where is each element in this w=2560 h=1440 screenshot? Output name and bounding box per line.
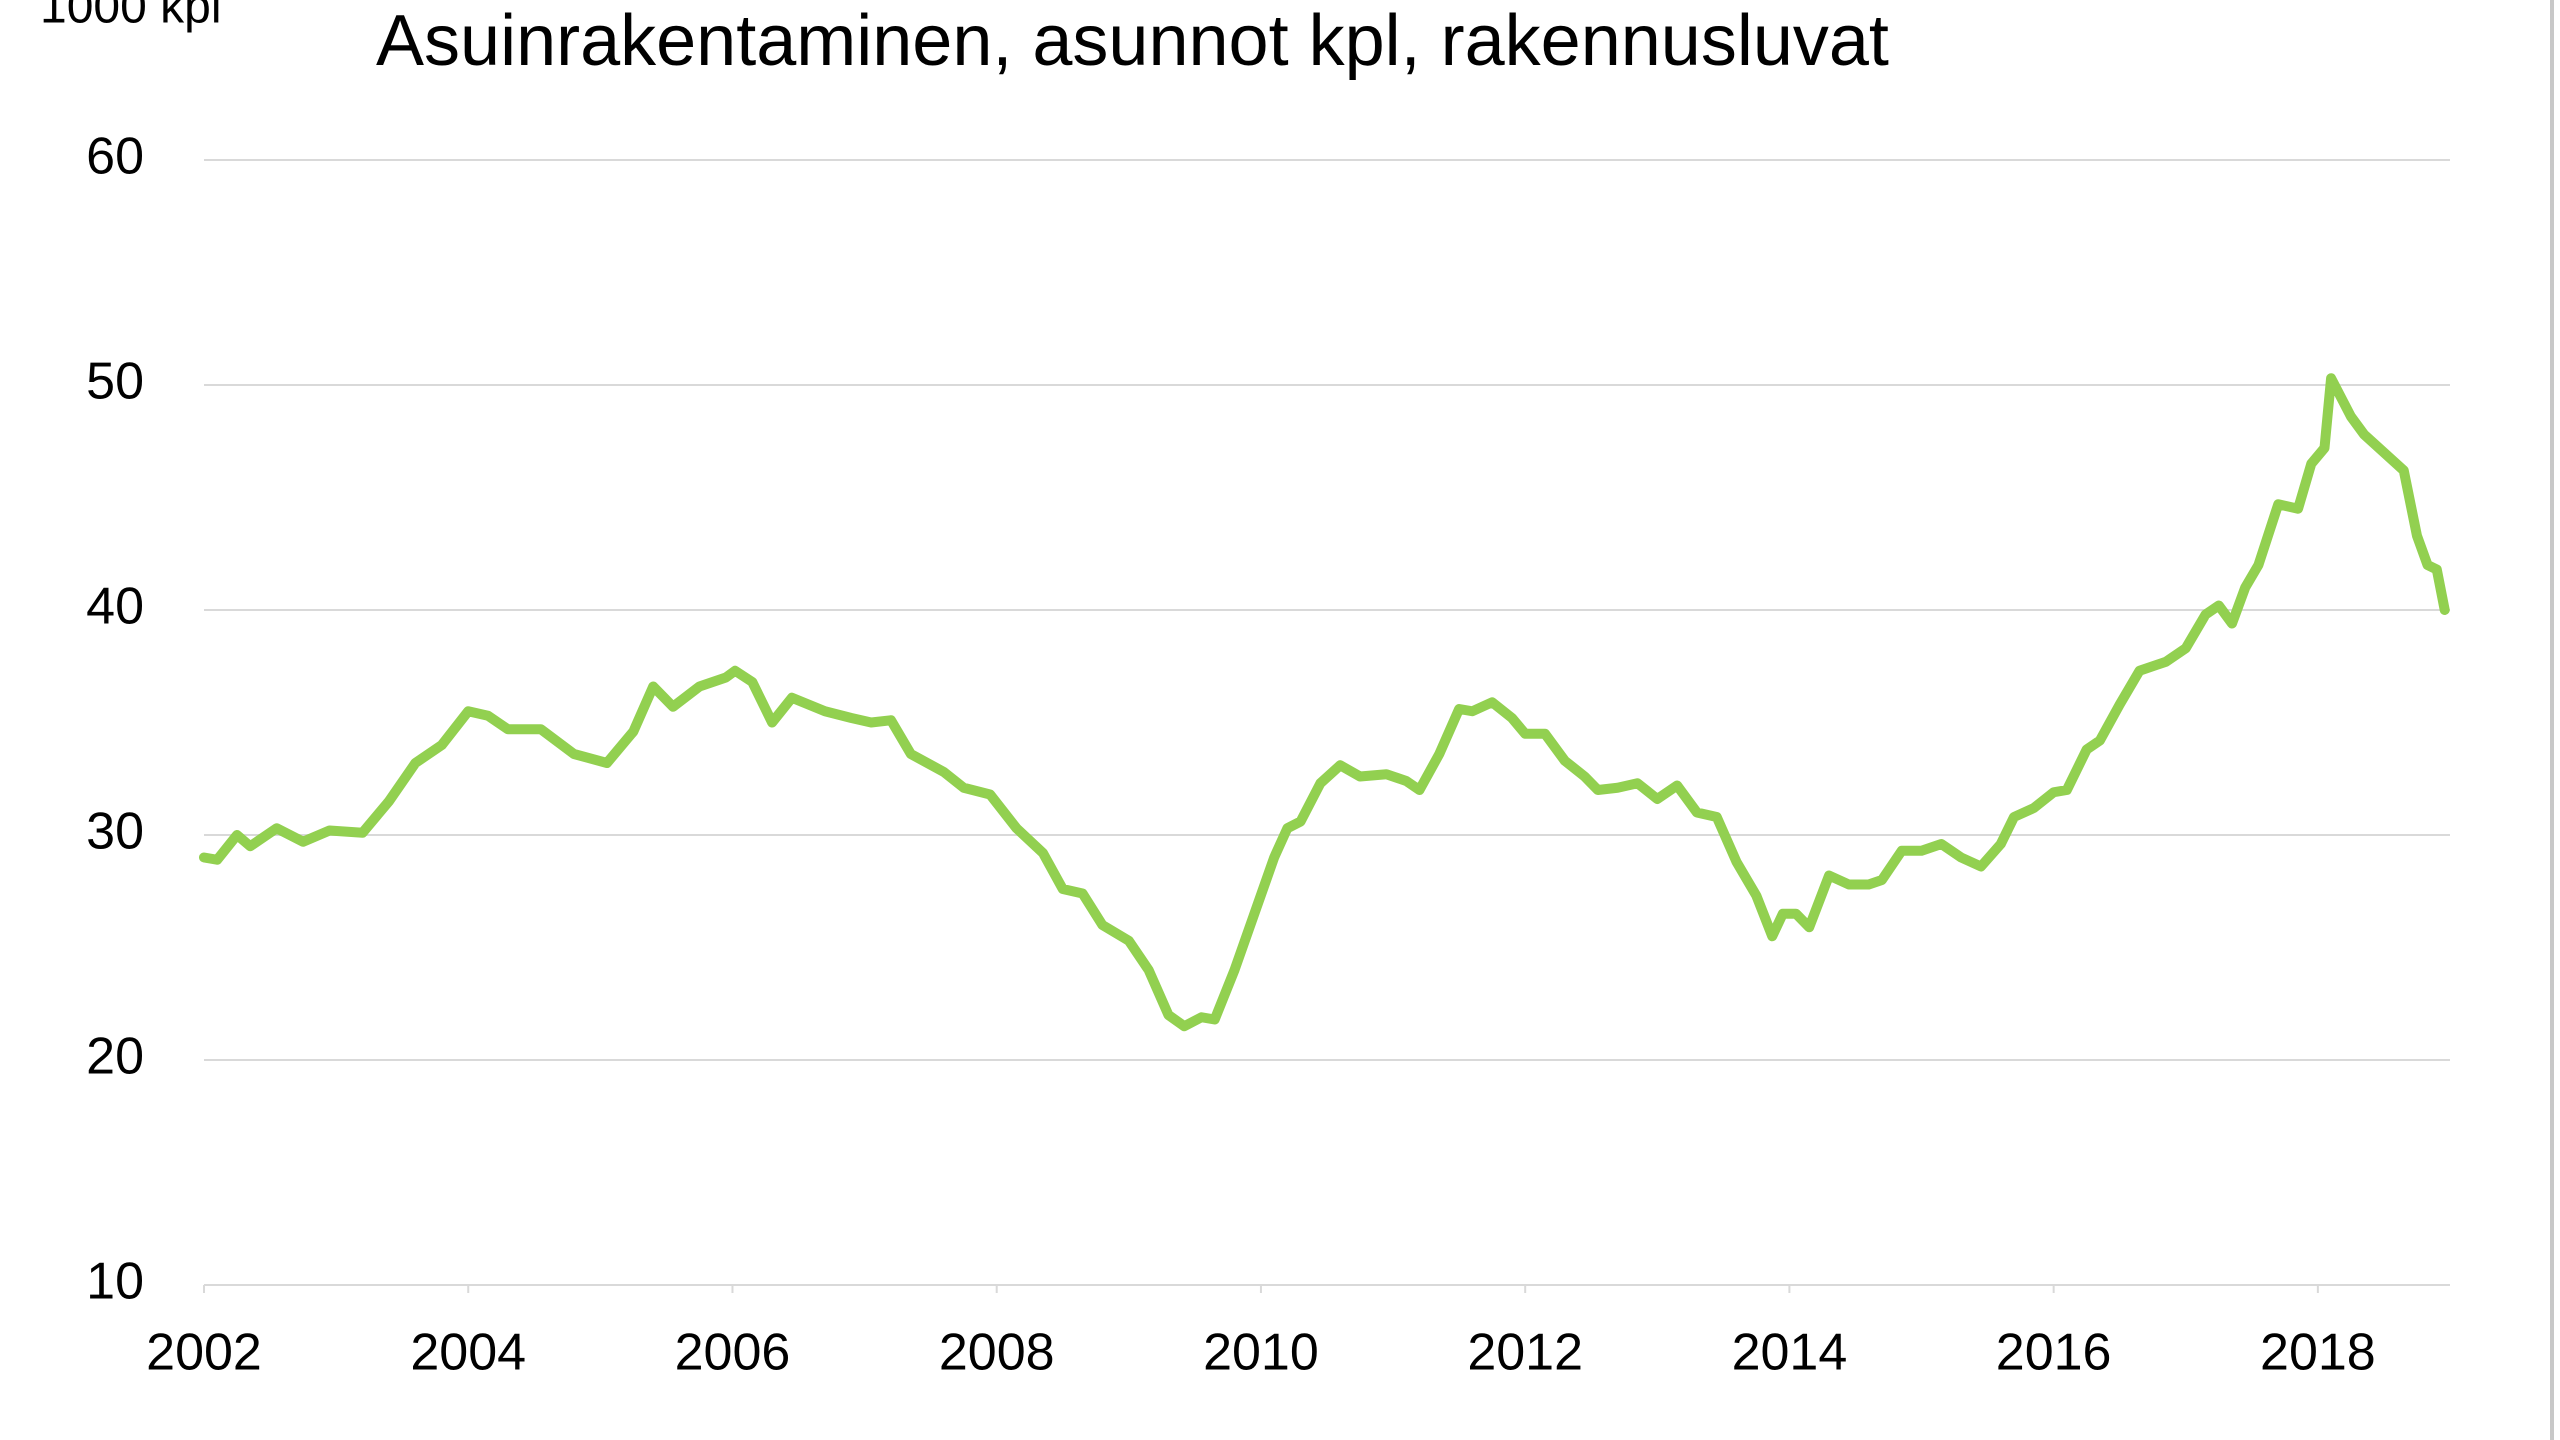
y-tick-label: 20: [86, 1028, 144, 1086]
x-tick-label: 2018: [2260, 1324, 2376, 1382]
x-tick-label: 2002: [146, 1324, 262, 1382]
x-tick-label: 2012: [1467, 1324, 1583, 1382]
x-tick-label: 2014: [1732, 1324, 1848, 1382]
data-line: [199, 373, 2450, 1032]
x-tick-label: 2006: [675, 1324, 791, 1382]
y-axis-label: 1000 kpl: [40, 0, 221, 34]
x-tick-label: 2008: [939, 1324, 1055, 1382]
y-tick-label: 30: [86, 803, 144, 861]
x-tick-label: 2004: [410, 1324, 526, 1382]
y-tick-label: 60: [86, 128, 144, 186]
chart-title: Asuinrakentaminen, asunnot kpl, rakennus…: [376, 1, 1889, 81]
x-tick-label: 2010: [1203, 1324, 1319, 1382]
y-tick-label: 50: [86, 353, 144, 411]
x-tick-label: 2016: [1996, 1324, 2112, 1382]
y-tick-label: 10: [86, 1253, 144, 1311]
y-tick-label: 40: [86, 578, 144, 636]
